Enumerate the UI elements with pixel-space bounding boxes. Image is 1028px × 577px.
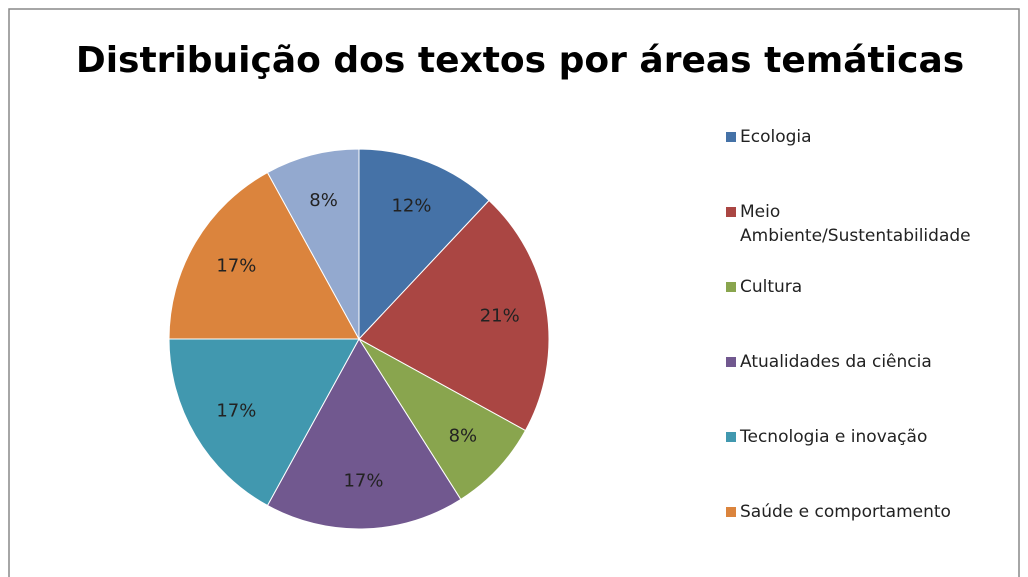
chart-border bbox=[8, 8, 1020, 577]
legend-label: Meio Ambiente/Sustentabilidade bbox=[740, 202, 971, 246]
pie-slice bbox=[168, 338, 360, 507]
legend-swatch bbox=[726, 432, 736, 442]
legend-item: Meio Ambiente/Sustentabilidade bbox=[726, 200, 1012, 248]
pie-slice bbox=[358, 338, 527, 501]
data-label: 17% bbox=[216, 255, 256, 276]
legend-label: Saúde e comportamento bbox=[740, 502, 951, 522]
legend-swatch bbox=[726, 507, 736, 517]
legend-item: Cultura bbox=[726, 275, 1012, 299]
data-label: 21% bbox=[480, 306, 520, 327]
legend-label: Cultura bbox=[740, 277, 803, 297]
pie-slice bbox=[358, 199, 550, 432]
pie-slice bbox=[266, 148, 360, 340]
legend-item: Atualidades da ciência bbox=[726, 350, 1012, 374]
data-label: 12% bbox=[391, 196, 431, 217]
pie-slice bbox=[266, 338, 462, 530]
data-label: 17% bbox=[216, 401, 256, 422]
legend-swatch bbox=[726, 282, 736, 292]
legend-swatch bbox=[726, 132, 736, 142]
data-label: 8% bbox=[309, 190, 338, 211]
data-label: 8% bbox=[449, 426, 478, 447]
legend-label: Atualidades da ciência bbox=[740, 352, 932, 372]
data-label: 17% bbox=[343, 470, 383, 491]
legend-label: Tecnologia e inovação bbox=[740, 427, 928, 447]
pie-slice bbox=[168, 171, 360, 340]
chart-title: Distribuição dos textos por áreas temáti… bbox=[76, 40, 964, 81]
legend-swatch bbox=[726, 207, 736, 217]
legend-label: Ecologia bbox=[740, 127, 812, 147]
legend-item: Saúde e comportamento bbox=[726, 500, 1012, 524]
legend-item: Tecnologia e inovação bbox=[726, 425, 1012, 449]
pie-slice bbox=[358, 148, 490, 341]
legend-swatch bbox=[726, 357, 736, 367]
legend-item: Ecologia bbox=[726, 125, 1012, 149]
